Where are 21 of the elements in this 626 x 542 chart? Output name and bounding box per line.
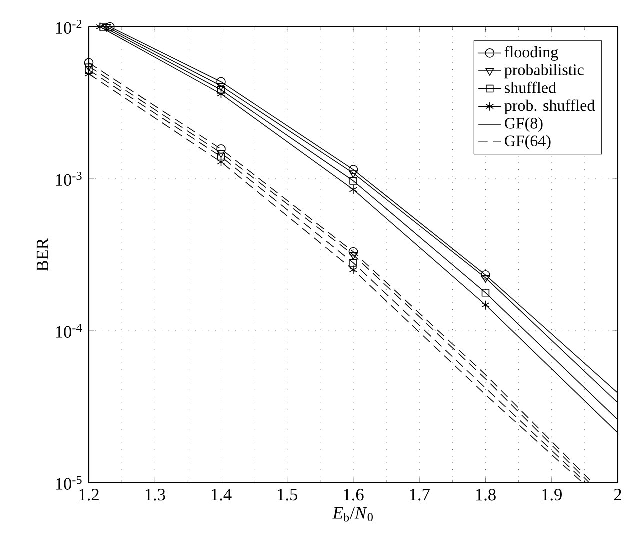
legend-label: probabilistic: [504, 64, 584, 79]
x-tick-label: 1.7: [410, 489, 430, 501]
x-tick-label: 1.8: [476, 489, 496, 501]
annotation: GF(64): [505, 135, 551, 150]
legend-label: flooding: [504, 46, 558, 61]
x-tick-label: 2: [614, 489, 622, 501]
legend-label: prob. shuffled: [504, 100, 595, 114]
x-tick-label: 1.2: [80, 489, 99, 501]
y-tick-label: 10$^{-3}$: [56, 172, 82, 186]
legend-label: shuffled: [505, 82, 556, 94]
x-tick-label: 1.4: [212, 489, 232, 501]
annotation: GF(8): [505, 118, 543, 132]
y-tick-label: 10$^{-4}$: [56, 324, 82, 338]
y-axis-title: BER: [36, 238, 48, 272]
y-tick-label: 10$^{-5}$: [56, 476, 82, 490]
x-tick-label: 1.3: [146, 489, 166, 501]
y-tick-label: 10$^{-2}$: [56, 20, 82, 34]
x-axis-title: E$_{b}$/N$_{0}$: [332, 507, 373, 522]
x-tick-label: 1.6: [344, 489, 364, 501]
x-tick-label: 1.5: [278, 489, 298, 501]
x-tick-label: 1.9: [542, 489, 562, 501]
